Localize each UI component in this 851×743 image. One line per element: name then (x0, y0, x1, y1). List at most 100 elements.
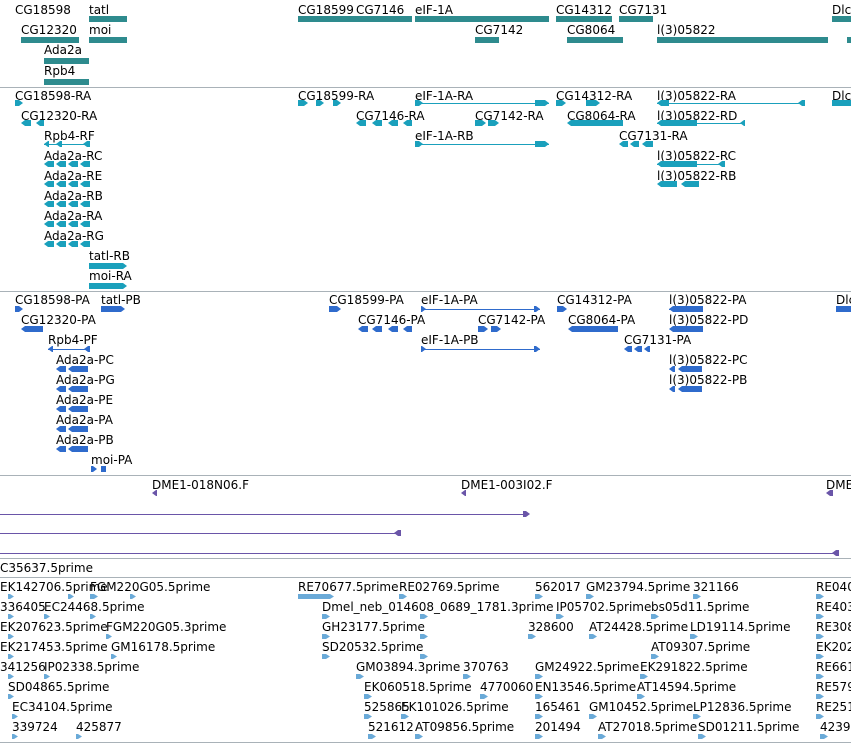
feature-label[interactable]: RE661 (816, 660, 851, 674)
feature-label[interactable]: EC34104.5prime (12, 700, 113, 714)
feature-label[interactable]: SD01211.5prime (698, 720, 800, 734)
feature-glyph[interactable] (56, 161, 66, 167)
feature-label[interactable]: CG7146 (356, 3, 405, 17)
feature-glyph[interactable] (826, 490, 833, 496)
feature-glyph[interactable] (820, 734, 828, 739)
feature-glyph[interactable] (56, 366, 66, 372)
feature-glyph[interactable] (630, 141, 639, 147)
feature-glyph[interactable] (463, 674, 471, 679)
feature-label[interactable]: EK202 (816, 640, 851, 654)
feature-glyph[interactable] (637, 694, 645, 699)
feature-glyph[interactable] (106, 634, 112, 639)
feature-glyph[interactable] (84, 346, 90, 352)
feature-glyph[interactable] (15, 100, 23, 106)
feature-label[interactable]: EK291822.5prime (640, 660, 748, 674)
feature-glyph[interactable] (358, 326, 368, 332)
feature-label[interactable]: CG8064-PA (568, 313, 636, 327)
feature-glyph[interactable] (44, 58, 89, 64)
feature-label[interactable]: Dlc90F (832, 3, 851, 17)
feature-label[interactable]: l(3)05822-PC (669, 353, 748, 367)
feature-glyph[interactable] (68, 221, 78, 227)
feature-label[interactable]: AT14594.5prime (637, 680, 737, 694)
feature-glyph[interactable] (415, 100, 423, 106)
feature-label[interactable]: eIF-1A-RB (415, 129, 474, 143)
feature-glyph[interactable] (657, 181, 677, 187)
feature-glyph[interactable] (56, 426, 66, 432)
feature-glyph[interactable] (535, 694, 543, 699)
feature-label[interactable]: tatl-RB (89, 249, 130, 263)
feature-label[interactable]: FGM220G05.5prime (90, 580, 211, 594)
feature-glyph[interactable] (421, 346, 426, 352)
feature-label[interactable]: eIF-1A-PB (421, 333, 479, 347)
feature-label[interactable]: CG8064 (567, 23, 616, 37)
feature-glyph[interactable] (461, 490, 466, 496)
feature-glyph[interactable] (816, 674, 824, 679)
feature-glyph[interactable] (44, 161, 54, 167)
feature-glyph[interactable] (586, 100, 600, 106)
feature-label[interactable]: eIF-1A-PA (421, 293, 478, 307)
feature-label[interactable]: CG12320-PA (21, 313, 96, 327)
feature-label[interactable]: CG7146-PA (358, 313, 426, 327)
feature-label[interactable]: CG14312-RA (556, 89, 633, 103)
feature-label[interactable]: AT09856.5prime (415, 720, 515, 734)
feature-glyph[interactable] (480, 694, 488, 699)
feature-glyph[interactable] (556, 100, 566, 106)
feature-label[interactable]: Ada2a-PG (56, 373, 115, 387)
feature-glyph[interactable] (693, 594, 701, 599)
feature-label[interactable]: AT09307.5prime (651, 640, 751, 654)
feature-label[interactable]: Dlc90F (836, 293, 851, 307)
feature-label[interactable]: l(3)05822-RA (657, 89, 736, 103)
feature-glyph[interactable] (21, 37, 79, 43)
feature-glyph[interactable] (681, 181, 699, 187)
feature-glyph[interactable] (368, 734, 376, 739)
feature-glyph[interactable] (568, 326, 618, 332)
feature-label[interactable]: Ada2a-PA (56, 413, 113, 427)
feature-label[interactable]: 321166 (693, 580, 739, 594)
feature-glyph[interactable] (535, 594, 543, 599)
feature-glyph[interactable] (657, 37, 828, 43)
feature-label[interactable]: l(3)05822 (657, 23, 716, 37)
feature-glyph[interactable] (403, 120, 412, 126)
feature-label[interactable]: moi (89, 23, 112, 37)
feature-label[interactable]: CG18598 (15, 3, 71, 17)
feature-label[interactable]: l(3)05822-PD (669, 313, 749, 327)
feature-glyph[interactable] (333, 100, 341, 106)
feature-label[interactable]: eIF-1A-RA (415, 89, 474, 103)
feature-glyph[interactable] (816, 634, 824, 639)
feature-label[interactable]: 370763 (463, 660, 509, 674)
feature-glyph[interactable] (651, 654, 659, 659)
feature-glyph[interactable] (56, 181, 66, 187)
feature-label[interactable]: GM23794.5prime (586, 580, 691, 594)
feature-label[interactable]: tatl (89, 3, 110, 17)
feature-glyph[interactable] (44, 241, 54, 247)
feature-label[interactable]: l(3)05822-PB (669, 373, 748, 387)
feature-label[interactable]: CG7146-RA (356, 109, 425, 123)
feature-glyph[interactable] (394, 530, 401, 536)
feature-glyph[interactable] (68, 446, 88, 452)
feature-label[interactable]: bs05d11.5prime (651, 600, 750, 614)
feature-label[interactable]: 165461 (535, 700, 581, 714)
feature-glyph[interactable] (816, 694, 824, 699)
feature-label[interactable]: GM24922.5prime (535, 660, 640, 674)
feature-glyph[interactable] (111, 654, 117, 659)
feature-glyph[interactable] (619, 141, 628, 147)
feature-glyph[interactable] (669, 306, 703, 312)
feature-glyph[interactable] (415, 16, 549, 22)
feature-glyph[interactable] (152, 490, 157, 496)
feature-label[interactable]: CG14312 (556, 3, 612, 17)
feature-glyph[interactable] (556, 614, 564, 619)
feature-glyph[interactable] (535, 141, 549, 147)
feature-glyph[interactable] (475, 37, 499, 43)
feature-glyph[interactable] (816, 654, 824, 659)
feature-label[interactable]: C35637.5prime (0, 561, 93, 575)
feature-glyph[interactable] (388, 120, 398, 126)
feature-label[interactable]: IP02338.5prime (44, 660, 140, 674)
feature-glyph[interactable] (491, 326, 501, 332)
feature-label[interactable]: EC24468.5prime (44, 600, 145, 614)
feature-label[interactable]: CG7142-PA (478, 313, 546, 327)
feature-glyph[interactable] (298, 16, 356, 22)
feature-glyph[interactable] (399, 594, 407, 599)
feature-glyph[interactable] (816, 594, 824, 599)
feature-glyph[interactable] (535, 674, 543, 679)
feature-glyph[interactable] (624, 346, 632, 352)
